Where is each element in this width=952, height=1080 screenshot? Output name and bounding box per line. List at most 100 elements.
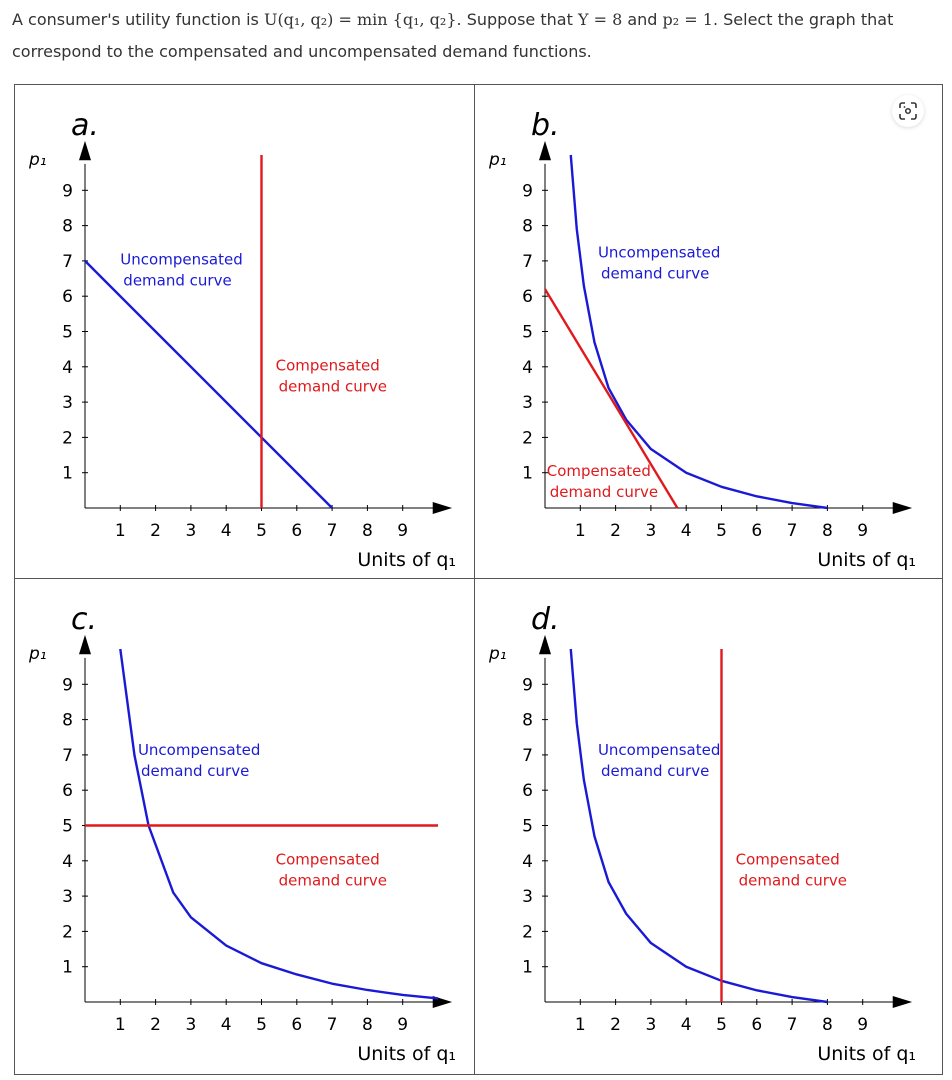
panel-letter: a. bbox=[71, 108, 99, 143]
y-tick-label: 1 bbox=[522, 958, 533, 978]
x-tick-label: 3 bbox=[645, 1015, 656, 1035]
y-tick-label: 5 bbox=[62, 323, 73, 343]
y-tick-label: 9 bbox=[522, 181, 533, 201]
y-tick-label: 7 bbox=[522, 746, 533, 766]
y-tick-label: 9 bbox=[62, 181, 73, 201]
income-formula: Y = 8 bbox=[577, 10, 623, 29]
y-tick-label: 7 bbox=[62, 746, 73, 766]
scan-image-icon[interactable] bbox=[892, 95, 924, 127]
x-tick-label: 6 bbox=[751, 1015, 762, 1035]
x-axis-label: Units of q₁ bbox=[817, 1043, 916, 1065]
y-tick-label: 7 bbox=[62, 252, 73, 272]
uncompensated-demand-curve bbox=[84, 260, 333, 509]
uncompensated-demand-curve-label: Uncompensated demand curve bbox=[138, 741, 260, 780]
x-tick-label: 1 bbox=[115, 1015, 126, 1035]
x-tick-label: 6 bbox=[291, 1015, 302, 1035]
x-tick-label: 8 bbox=[362, 1015, 373, 1035]
x-tick-label: 7 bbox=[327, 1015, 338, 1035]
x-tick-label: 5 bbox=[716, 1015, 727, 1035]
x-tick-label: 8 bbox=[362, 521, 373, 541]
x-tick-label: 7 bbox=[787, 1015, 798, 1035]
y-tick-label: 1 bbox=[62, 958, 73, 978]
y-axis-arrow-icon bbox=[79, 140, 91, 161]
compensated-demand-curve bbox=[543, 288, 679, 509]
y-tick-label: 8 bbox=[522, 711, 533, 731]
y-tick-label: 5 bbox=[62, 817, 73, 837]
x-tick-label: 4 bbox=[681, 521, 692, 541]
x-axis-label: Units of q₁ bbox=[357, 549, 456, 571]
y-tick-label: 5 bbox=[522, 323, 533, 343]
y-tick-label: 9 bbox=[62, 675, 73, 695]
x-tick-label: 1 bbox=[575, 521, 586, 541]
x-tick-label: 6 bbox=[751, 521, 762, 541]
uncompensated-demand-curve-label: Uncompensated demand curve bbox=[598, 243, 720, 282]
y-tick-label: 2 bbox=[522, 922, 533, 942]
y-axis-label: p₁ bbox=[488, 150, 507, 170]
y-tick-label: 8 bbox=[62, 217, 73, 237]
price-formula: p₂ = 1 bbox=[662, 10, 713, 29]
x-tick-label: 4 bbox=[221, 1015, 232, 1035]
uncompensated-demand-curve bbox=[119, 648, 439, 1000]
x-tick-label: 9 bbox=[857, 521, 868, 541]
y-axis-label: p₁ bbox=[28, 150, 47, 170]
y-tick-label: 4 bbox=[62, 852, 73, 872]
y-tick-label: 6 bbox=[62, 781, 73, 801]
y-tick-label: 4 bbox=[62, 358, 73, 378]
y-tick-label: 6 bbox=[522, 287, 533, 307]
uncompensated-demand-curve bbox=[569, 648, 828, 1004]
y-tick-label: 3 bbox=[62, 887, 73, 907]
x-tick-label: 3 bbox=[645, 521, 656, 541]
y-tick-label: 2 bbox=[522, 428, 533, 448]
x-tick-label: 2 bbox=[610, 521, 621, 541]
y-tick-label: 3 bbox=[522, 393, 533, 413]
x-axis-label: Units of q₁ bbox=[817, 549, 916, 571]
x-tick-label: 9 bbox=[857, 1015, 868, 1035]
graph-options-image: a. p₁ Units of q₁ 1 2 3 4 5 6 7 8 9 1 2 3 4 5 6 7 8 9 Uncompe… bbox=[14, 84, 943, 1075]
question-text: A consumer's utility function is U(q₁, q… bbox=[12, 4, 942, 68]
uncompensated-demand-curve-label: Uncompensated demand curve bbox=[598, 741, 720, 780]
x-tick-label: 5 bbox=[256, 521, 267, 541]
y-axis-label: p₁ bbox=[488, 644, 507, 664]
x-tick-label: 9 bbox=[397, 1015, 408, 1035]
x-tick-label: 2 bbox=[610, 1015, 621, 1035]
x-tick-label: 9 bbox=[397, 521, 408, 541]
x-tick-label: 6 bbox=[291, 521, 302, 541]
x-tick-label: 4 bbox=[681, 1015, 692, 1035]
y-tick-label: 1 bbox=[522, 464, 533, 484]
utility-formula: U(q₁, q₂) = min {q₁, q₂} bbox=[263, 10, 457, 29]
x-tick-label: 2 bbox=[150, 1015, 161, 1035]
x-tick-label: 5 bbox=[716, 521, 727, 541]
y-axis-arrow-icon bbox=[539, 140, 551, 161]
x-tick-label: 3 bbox=[185, 521, 196, 541]
question-part: and bbox=[622, 10, 663, 29]
y-tick-label: 1 bbox=[62, 464, 73, 484]
graph-c: c. p₁ Units of q₁ 1 2 3 4 5 6 7 8 9 1 2 3 4 5 6 7 8 9 Uncompe… bbox=[15, 579, 474, 1073]
y-tick-label: 5 bbox=[522, 817, 533, 837]
y-axis-arrow-icon bbox=[79, 634, 91, 655]
graph-d: d. p₁ Units of q₁ 1 2 3 4 5 6 7 8 9 1 2 3 4 5 6 7 8 9 Uncompe… bbox=[475, 579, 934, 1073]
divider bbox=[15, 578, 942, 579]
question-part: A consumer's utility function is bbox=[12, 10, 264, 29]
y-axis-label: p₁ bbox=[28, 644, 47, 664]
x-axis-arrow-icon bbox=[892, 502, 913, 514]
compensated-demand-curve-label: Compensated demand curve bbox=[547, 462, 658, 501]
y-tick-label: 6 bbox=[522, 781, 533, 801]
graph-b: b. p₁ Units of q₁ 1 2 3 4 5 6 7 8 9 1 2 3 4 5 6 7 8 9 Uncompe… bbox=[475, 85, 934, 579]
compensated-demand-curve-label: Compensated demand curve bbox=[276, 356, 387, 395]
uncompensated-demand-curve bbox=[569, 154, 828, 510]
uncompensated-demand-curve-label: Uncompensated demand curve bbox=[120, 250, 242, 289]
question-part: . Suppose that bbox=[456, 10, 578, 29]
x-tick-label: 1 bbox=[115, 521, 126, 541]
y-tick-label: 4 bbox=[522, 852, 533, 872]
y-tick-label: 2 bbox=[62, 428, 73, 448]
y-tick-label: 7 bbox=[522, 252, 533, 272]
panel-letter: c. bbox=[71, 602, 97, 637]
y-tick-label: 9 bbox=[522, 675, 533, 695]
y-tick-label: 4 bbox=[522, 358, 533, 378]
question-part: . Select the graph that correspond to th… bbox=[12, 10, 894, 61]
y-tick-label: 6 bbox=[62, 287, 73, 307]
x-tick-label: 1 bbox=[575, 1015, 586, 1035]
y-tick-label: 3 bbox=[522, 887, 533, 907]
x-tick-label: 8 bbox=[822, 1015, 833, 1035]
x-axis-label: Units of q₁ bbox=[357, 1043, 456, 1065]
